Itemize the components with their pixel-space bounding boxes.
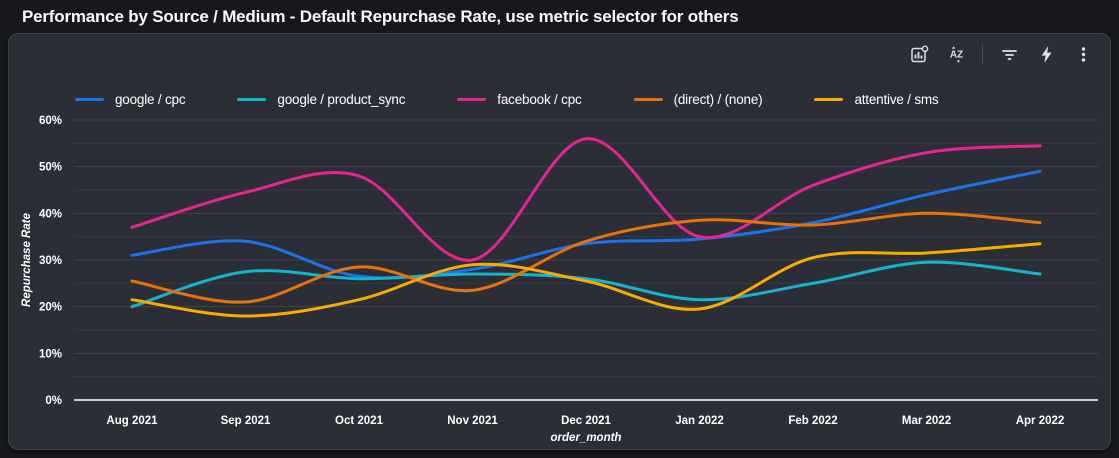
series-line-attentive-sms[interactable] [130,242,1042,318]
sort-az-button[interactable]: AZ [945,43,967,65]
filter-button[interactable] [998,43,1020,65]
legend-label: facebook / cpc [497,92,582,107]
chart-toolbar: AZ [908,43,1094,65]
y-tick-label: 20% [39,302,62,314]
toolbar-divider [982,44,983,64]
legend-label: attentive / sms [854,92,939,107]
legend-item-google-cpc[interactable]: google / cpc [75,92,186,107]
chart-explore-icon [910,45,928,62]
legend-swatch [814,97,844,102]
series-line-facebook-cpc[interactable] [130,137,1042,262]
svg-text:AZ: AZ [949,49,962,60]
x-tick-label: Dec 2021 [561,415,611,427]
x-axis-title: order_month [551,432,622,444]
x-tick-label: Apr 2022 [1016,415,1065,427]
chart-canvas[interactable]: 0% 10% 20% 30% 40% 50% 60% Aug 2021 Sep 2021 Oct … [9,34,1110,449]
y-axis-title: Repurchase Rate [21,212,33,307]
legend-swatch [633,97,663,102]
legend-item-direct-none[interactable]: (direct) / (none) [633,92,763,107]
kebab-menu-button[interactable] [1072,43,1094,65]
y-tick-label: 40% [39,208,62,220]
legend-item-google-product-sync[interactable]: google / product_sync [237,92,405,107]
x-tick-label: Nov 2021 [447,415,498,427]
lightning-button[interactable] [1035,43,1057,65]
chart-legend: google / cpc google / product_sync faceboo… [75,92,939,107]
legend-swatch [457,97,487,102]
legend-label: (direct) / (none) [673,92,763,107]
sort-az-icon: AZ [949,45,963,63]
series-line-google-product-sync[interactable] [130,260,1042,309]
series-line-direct-none[interactable] [130,211,1042,304]
x-tick-label: Aug 2021 [106,415,158,427]
legend-swatch [75,97,104,102]
legend-label: google / cpc [115,92,186,107]
filter-icon [1001,49,1017,60]
kebab-menu-icon [1081,46,1085,62]
chart-explore-button[interactable] [908,43,930,65]
legend-item-attentive-sms[interactable]: attentive / sms [814,92,939,107]
y-tick-label: 50% [39,162,62,174]
legend-swatch [237,97,267,102]
series-line-google-cpc[interactable] [130,169,1042,280]
legend-item-facebook-cpc[interactable]: facebook / cpc [457,92,582,107]
y-tick-label: 10% [39,348,62,360]
x-tick-label: Oct 2021 [335,415,384,427]
y-tick-label: 30% [39,255,62,267]
y-tick-label: 60% [39,115,62,127]
x-tick-label: Sep 2021 [221,415,271,427]
x-tick-label: Mar 2022 [902,415,951,427]
y-tick-label: 0% [45,395,62,407]
page-title: Performance by Source / Medium - Default… [22,7,739,26]
x-tick-label: Feb 2022 [788,415,837,427]
chart-panel: AZ google / cpc google / product_sync face… [8,33,1111,450]
x-tick-label: Jan 2022 [675,415,724,427]
legend-label: google / product_sync [277,92,406,107]
chart-area: 0% 10% 20% 30% 40% 50% 60% Aug 2021 Sep 2021 Oct … [9,34,1110,449]
lightning-icon [1041,45,1052,63]
